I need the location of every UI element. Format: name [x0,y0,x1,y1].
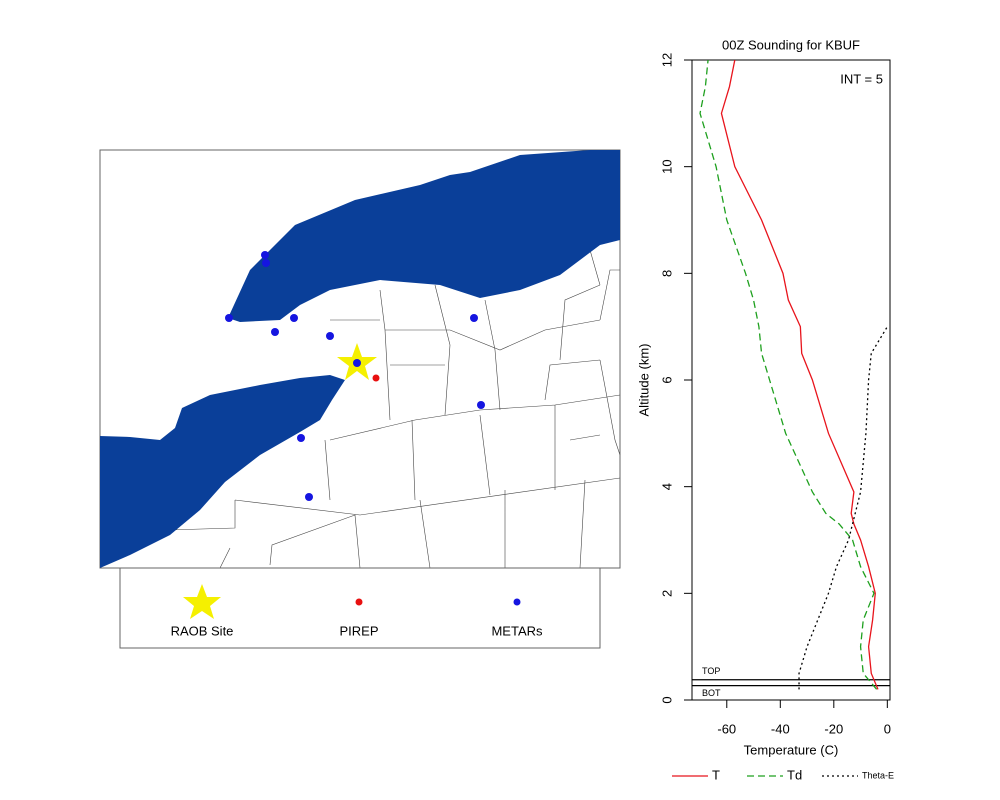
y-tick-label: 6 [659,376,674,383]
x-axis-label: Temperature (C) [744,742,839,757]
legend-pirep [355,598,363,606]
metar-point [305,493,313,501]
metar-point [353,359,361,367]
legend-metar [513,598,521,606]
plot-frame [691,59,891,701]
metar-point [262,259,270,267]
y-tick-label: 8 [659,270,674,277]
lake-ontario [228,150,620,322]
level-label: TOP [702,666,720,676]
plot-area [699,60,888,690]
annotation: INT = 5 [840,71,883,86]
y-tick-label: 0 [659,696,674,703]
series-line [720,60,879,690]
y-tick-label: 12 [659,53,674,67]
x-tick-label: 0 [884,721,891,736]
county-lines [167,249,621,569]
metar-point [261,251,269,259]
legend-label: T [712,767,720,782]
y-axis-label: Altitude (km) [636,344,651,417]
legend-label: PIREP [339,623,378,638]
x-tick-label: -20 [824,721,843,736]
metar-point [290,314,298,322]
legend-label: Theta-E [862,770,894,780]
metar-point [225,314,233,322]
y-tick-label: 4 [659,483,674,490]
legend-label: Td [787,767,802,782]
metar-point [326,332,334,340]
metar-point [271,328,279,336]
level-label: BOT [702,688,721,698]
legend-star [183,584,221,619]
map: RAOB Site PIREP METARs [99,149,621,649]
lake-erie [100,375,345,568]
metar-point [477,401,485,409]
y-tick-label: 10 [659,159,674,173]
legend-label: RAOB Site [171,623,234,638]
metar-point [297,434,305,442]
metar-point [470,314,478,322]
legend-label: METARs [491,623,543,638]
pirep-point [372,374,380,382]
series-line [798,326,888,690]
x-tick-label: -40 [771,721,790,736]
metars [225,251,485,501]
series-line [699,60,878,690]
x-tick-label: -60 [717,721,736,736]
chart-title: 00Z Sounding for KBUF [722,37,860,52]
y-tick-label: 2 [659,590,674,597]
